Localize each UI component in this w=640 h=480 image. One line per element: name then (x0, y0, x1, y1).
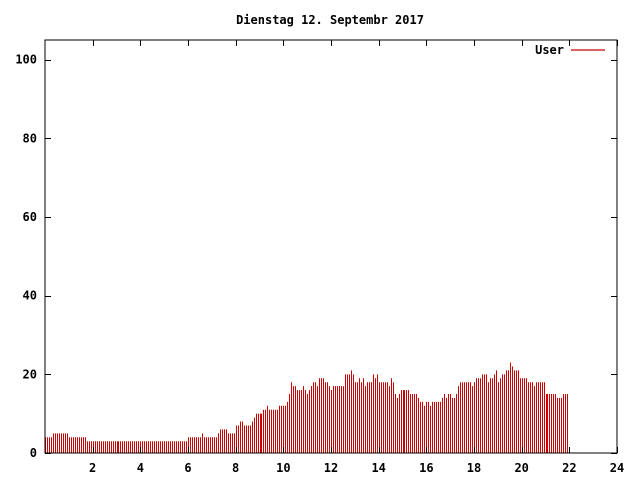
x-tick-label: 10 (276, 461, 290, 475)
x-tick-label: 20 (514, 461, 528, 475)
y-tick-label: 100 (15, 53, 37, 67)
y-tick-label: 40 (23, 289, 37, 303)
chart-title: Dienstag 12. Septembr 2017 (236, 13, 424, 27)
y-axis: 0 20 40 60 80 100 (15, 53, 617, 460)
x-tick-label: 6 (184, 461, 191, 475)
x-tick-label: 12 (324, 461, 338, 475)
x-tick-label: 22 (562, 461, 576, 475)
legend: User (535, 43, 605, 57)
x-tick-label: 16 (419, 461, 433, 475)
bar-series-user (45, 362, 568, 453)
x-tick-label: 8 (232, 461, 239, 475)
y-tick-label: 0 (30, 446, 37, 460)
x-tick-label: 2 (89, 461, 96, 475)
x-tick-label: 18 (467, 461, 481, 475)
x-axis: 2 4 6 8 10 12 14 16 18 20 22 24 (89, 40, 624, 475)
y-tick-label: 60 (23, 210, 37, 224)
legend-label-user: User (535, 43, 564, 57)
x-tick-label: 14 (371, 461, 385, 475)
x-tick-label: 24 (610, 461, 624, 475)
y-tick-label: 80 (23, 131, 37, 145)
y-tick-label: 20 (23, 367, 37, 381)
x-tick-label: 4 (137, 461, 144, 475)
